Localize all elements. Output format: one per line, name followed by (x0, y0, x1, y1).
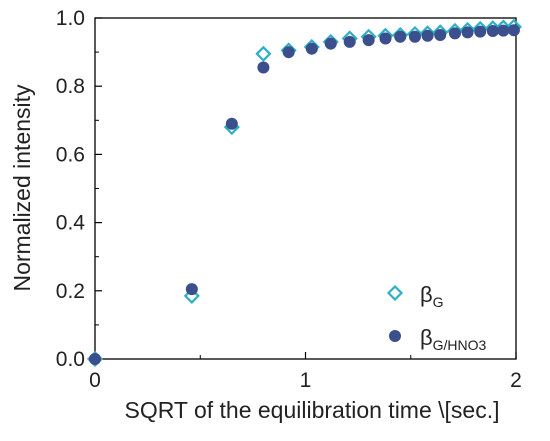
y-tick-label: 0.2 (56, 280, 85, 303)
series-beta-g-hno3 (89, 24, 520, 365)
axis-tick-labels: 0 1 2 0.0 0.2 0.4 0.6 0.8 1.0 (56, 7, 522, 392)
y-tick-label: 0.8 (56, 75, 85, 98)
data-point (343, 35, 356, 48)
series-beta-g (86, 18, 522, 368)
legend-marker (386, 284, 404, 302)
data-point (282, 46, 295, 59)
x-tick-label: 0 (89, 369, 101, 392)
data-point (434, 29, 447, 42)
data-point (305, 42, 318, 55)
plot-frame (94, 17, 517, 360)
data-point (507, 24, 520, 37)
data-point (185, 283, 198, 296)
legend-entry: βG (386, 282, 444, 310)
legend-marker (389, 330, 401, 342)
x-tick-label: 2 (510, 369, 522, 392)
data-point (394, 30, 407, 43)
data-point (408, 30, 421, 43)
data-series (86, 18, 522, 368)
data-point (461, 26, 474, 39)
legend-label-sub: G/HNO3 (433, 337, 487, 353)
x-tick-label: 1 (300, 369, 312, 392)
data-point (379, 32, 392, 45)
legend-label-main: β (420, 325, 433, 350)
data-point (362, 34, 375, 47)
legend-label: βG (420, 282, 444, 310)
legend-label-main: β (420, 282, 433, 307)
y-tick-label: 0.6 (56, 143, 85, 166)
data-point (324, 37, 337, 50)
x-axis-title: SQRT of the equilibration time \[sec.] (125, 397, 500, 423)
y-tick-label: 0.4 (56, 212, 86, 235)
data-point (183, 287, 200, 304)
data-point (89, 353, 101, 365)
y-tick-label: 1.0 (56, 7, 85, 30)
data-point (448, 27, 461, 40)
legend-entry: βG/HNO3 (389, 325, 487, 353)
data-point (421, 29, 434, 42)
data-point (497, 24, 510, 37)
data-point (255, 45, 272, 62)
data-point (486, 24, 499, 37)
y-tick-label: 0.0 (56, 348, 85, 371)
y-axis-title: Normalized intensity (9, 84, 35, 292)
data-point (225, 117, 238, 130)
legend-label-sub: G (433, 294, 444, 310)
data-point (257, 61, 270, 74)
data-point (474, 25, 487, 38)
legend-label: βG/HNO3 (420, 325, 487, 353)
axis-ticks (94, 17, 517, 360)
